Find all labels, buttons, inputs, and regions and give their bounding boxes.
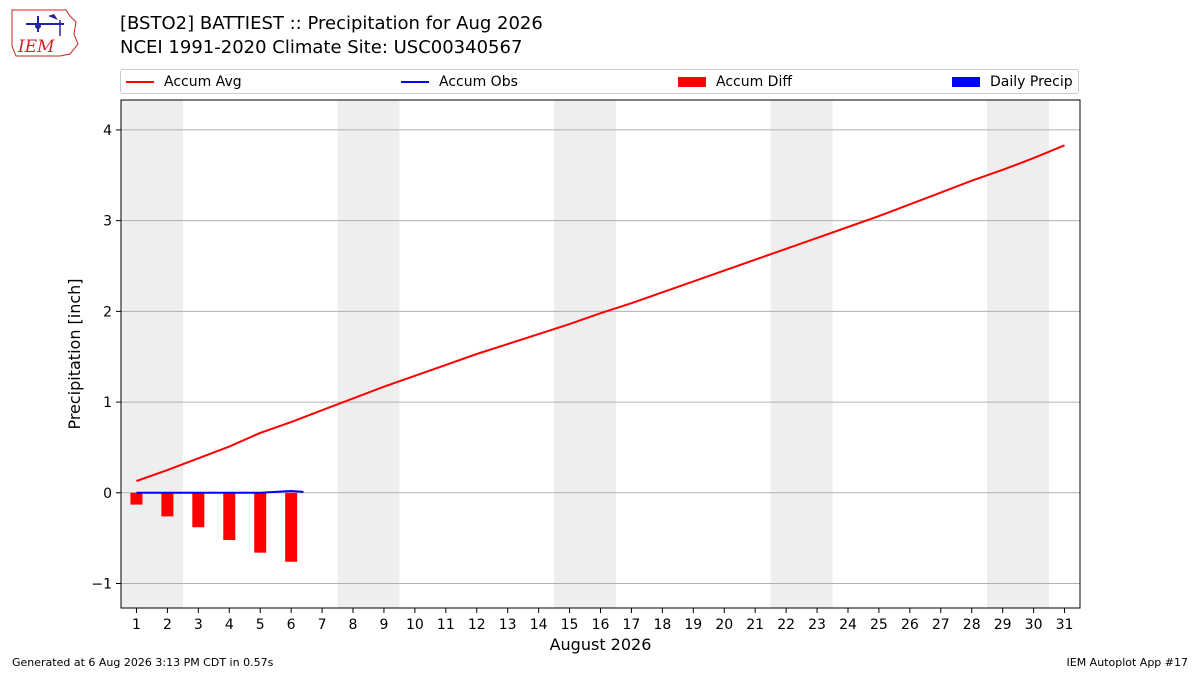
y-tick-label: 0 bbox=[103, 486, 112, 502]
x-tick-label: 17 bbox=[623, 617, 641, 633]
x-tick-label: 19 bbox=[684, 617, 702, 633]
logo-text: IEM bbox=[17, 37, 55, 57]
x-tick-label: 22 bbox=[777, 617, 795, 633]
accum-diff-bar bbox=[161, 492, 174, 517]
x-tick-label: 9 bbox=[379, 617, 388, 633]
y-tick-label: 2 bbox=[103, 304, 112, 320]
x-tick-label: 31 bbox=[1056, 617, 1074, 633]
footer-app: IEM Autoplot App #17 bbox=[1066, 656, 1189, 669]
x-tick-label: 27 bbox=[932, 617, 950, 633]
x-tick-label: 16 bbox=[592, 617, 610, 633]
weekend-band bbox=[770, 100, 833, 608]
legend-label-accum-diff: Accum Diff bbox=[716, 74, 793, 90]
legend-swatch-daily-precip bbox=[952, 77, 980, 87]
legend-swatch-accum-diff bbox=[678, 77, 706, 87]
weekend-band bbox=[337, 100, 400, 608]
x-tick-label: 12 bbox=[468, 617, 486, 633]
x-tick-label: 7 bbox=[318, 617, 327, 633]
legend-item-daily-precip: Daily Precip bbox=[952, 73, 1073, 91]
x-tick-label: 23 bbox=[808, 617, 826, 633]
x-tick-label: 8 bbox=[349, 617, 358, 633]
legend-swatch-accum-avg bbox=[126, 81, 154, 83]
y-tick-label: −1 bbox=[91, 577, 112, 593]
x-tick-label: 29 bbox=[994, 617, 1012, 633]
y-tick-label: 1 bbox=[103, 395, 112, 411]
iem-logo: IEM bbox=[8, 6, 80, 58]
x-tick-label: 5 bbox=[256, 617, 265, 633]
weekend-band bbox=[121, 100, 183, 608]
x-tick-label: 25 bbox=[870, 617, 888, 633]
y-axis-label: Precipitation [inch] bbox=[65, 278, 84, 429]
chart-subtitle: NCEI 1991-2020 Climate Site: USC00340567 bbox=[120, 37, 523, 58]
x-tick-label: 2 bbox=[163, 617, 172, 633]
legend: Accum Avg Accum Obs Accum Diff Daily Pre… bbox=[120, 69, 1079, 94]
y-tick-label: 3 bbox=[103, 214, 112, 230]
x-tick-label: 13 bbox=[499, 617, 517, 633]
legend-item-accum-obs: Accum Obs bbox=[401, 73, 518, 91]
legend-swatch-accum-obs bbox=[401, 81, 429, 83]
x-tick-label: 30 bbox=[1025, 617, 1043, 633]
x-tick-label: 14 bbox=[530, 617, 548, 633]
accum-diff-bar bbox=[223, 492, 236, 540]
x-tick-label: 18 bbox=[653, 617, 671, 633]
x-axis-label: August 2026 bbox=[550, 635, 652, 654]
accum-diff-bar bbox=[130, 492, 143, 505]
accum-avg-line bbox=[136, 144, 1065, 482]
x-tick-label: 28 bbox=[963, 617, 981, 633]
weekend-band bbox=[554, 100, 616, 608]
x-tick-label: 1 bbox=[132, 617, 141, 633]
x-tick-label: 21 bbox=[746, 617, 764, 633]
x-tick-label: 15 bbox=[561, 617, 579, 633]
accum-diff-bar bbox=[254, 492, 267, 553]
footer-generated: Generated at 6 Aug 2026 3:13 PM CDT in 0… bbox=[12, 656, 274, 669]
accum-diff-bar bbox=[192, 492, 205, 528]
accum-diff-bar bbox=[285, 492, 298, 562]
x-tick-label: 20 bbox=[715, 617, 733, 633]
legend-label-daily-precip: Daily Precip bbox=[990, 74, 1073, 90]
accum-obs-line bbox=[136, 489, 304, 494]
y-tick-label: 4 bbox=[103, 123, 112, 139]
x-tick-label: 11 bbox=[437, 617, 455, 633]
weekend-band bbox=[987, 100, 1050, 608]
x-tick-label: 4 bbox=[225, 617, 234, 633]
x-tick-label: 10 bbox=[406, 617, 424, 633]
x-tick-label: 26 bbox=[901, 617, 919, 633]
legend-item-accum-avg: Accum Avg bbox=[126, 73, 242, 91]
legend-label-accum-avg: Accum Avg bbox=[164, 74, 242, 90]
chart-title: [BSTO2] BATTIEST :: Precipitation for Au… bbox=[120, 13, 543, 34]
legend-item-accum-diff: Accum Diff bbox=[678, 73, 792, 91]
x-tick-label: 24 bbox=[839, 617, 857, 633]
x-tick-label: 3 bbox=[194, 617, 203, 633]
x-tick-label: 6 bbox=[287, 617, 296, 633]
legend-label-accum-obs: Accum Obs bbox=[439, 74, 518, 90]
